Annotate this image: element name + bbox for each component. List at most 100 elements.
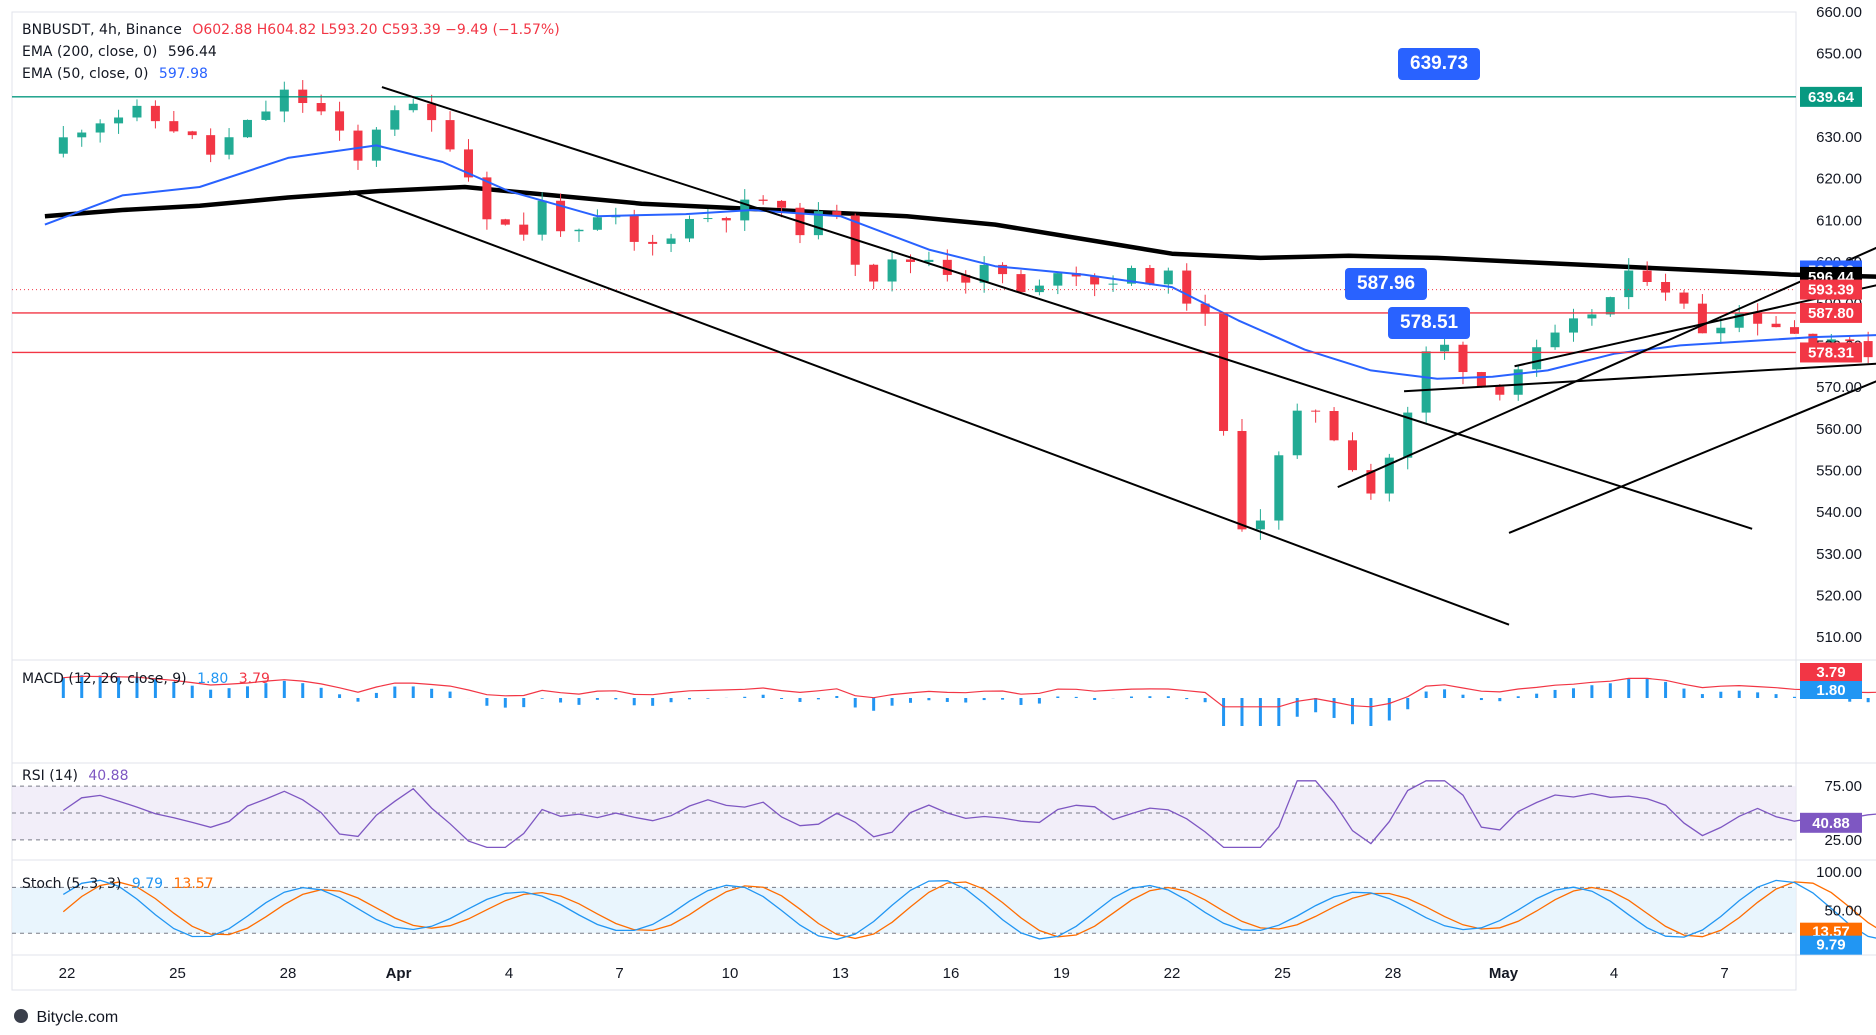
- candle-body: [666, 238, 676, 244]
- candle-body: [1550, 332, 1560, 348]
- candle-body: [58, 137, 68, 154]
- rsi-value: 40.88: [88, 768, 129, 784]
- callout-587-96[interactable]: 587.96: [1345, 268, 1428, 300]
- stoch-label: Stoch (5, 3, 3): [22, 876, 122, 892]
- levels-layer: [12, 96, 1796, 354]
- candle-body: [1053, 273, 1063, 286]
- candle-body: [592, 217, 602, 230]
- symbol-title[interactable]: BNBUSDT, 4h, Binance: [22, 22, 182, 38]
- candle-body: [1403, 412, 1413, 458]
- callout-639-73[interactable]: 639.73: [1398, 48, 1481, 80]
- candle-body: [1292, 410, 1302, 456]
- candle-body: [1495, 386, 1505, 395]
- callout-578-51[interactable]: 578.51: [1388, 307, 1471, 339]
- legend-stoch-row[interactable]: Stoch (5, 3, 3) 9.79 13.57: [22, 876, 214, 892]
- stoch-d-value: 13.57: [173, 876, 214, 892]
- ema-200-layer: [44, 184, 1876, 279]
- time-tick-label: Apr: [386, 965, 412, 982]
- candle-body: [961, 274, 971, 283]
- macd-tag-box: [1800, 681, 1862, 699]
- legend-symbol-row: BNBUSDT, 4h, Binance O602.88 H604.82 L59…: [22, 22, 560, 38]
- stoch-k-value: 9.79: [131, 876, 164, 892]
- candle-body: [979, 264, 989, 283]
- price-tick-label: 650.00: [1816, 46, 1862, 63]
- candle-body: [703, 218, 713, 220]
- trend-line-4: [1514, 284, 1876, 368]
- candle-body: [813, 211, 823, 236]
- candle-body: [1845, 339, 1855, 342]
- time-tick-label: 13: [832, 965, 849, 982]
- candle-body: [1145, 267, 1155, 285]
- stoch-tick-label: 50.00: [1824, 902, 1862, 919]
- candle-body: [684, 218, 694, 239]
- candle-body: [95, 123, 105, 133]
- candle-body: [1016, 274, 1026, 293]
- ema50-label: EMA (50, close, 0): [22, 66, 149, 82]
- candle-body: [556, 200, 566, 232]
- macd-signal-tag-label: 3.79: [1816, 664, 1845, 681]
- macd-pane: 3.791.80: [61, 663, 1876, 726]
- candle-body: [1200, 303, 1210, 314]
- candle-body: [1753, 312, 1763, 324]
- legend-rsi-row[interactable]: RSI (14) 40.88: [22, 768, 128, 784]
- candle-body: [427, 103, 437, 121]
- legend-ema50-row[interactable]: EMA (50, close, 0) 597.98: [22, 66, 208, 82]
- candle-body: [445, 120, 455, 150]
- candle-body: [869, 264, 879, 282]
- candle-body: [408, 103, 418, 111]
- time-axis: 22 25 28 Apr 4 7 10 13 16 19 22 25 28 May 4 7: [59, 965, 1729, 982]
- candle-body: [390, 110, 400, 130]
- price-tag-label: 587.80: [1808, 305, 1854, 322]
- time-tick-label: 4: [1610, 965, 1618, 982]
- time-tick-label: 19: [1053, 965, 1070, 982]
- price-tag-label: 639.64: [1808, 89, 1855, 106]
- candle-body: [648, 241, 658, 244]
- candle-body: [353, 130, 363, 161]
- price-tick-label: 540.00: [1816, 504, 1862, 521]
- stoch-k-tag-box: [1800, 935, 1862, 955]
- candle-body: [463, 149, 473, 178]
- price-tick-label: 520.00: [1816, 587, 1862, 604]
- candle-body: [758, 199, 768, 201]
- candle-body: [1255, 520, 1265, 530]
- candle-body: [1568, 318, 1578, 333]
- time-tick-label: 25: [1274, 965, 1291, 982]
- candle-body: [316, 103, 326, 112]
- candle-body: [1808, 333, 1818, 346]
- time-tick-label: 4: [505, 965, 513, 982]
- candle-body: [1237, 430, 1247, 530]
- candle-body: [1624, 270, 1634, 298]
- price-tick-label: 660.00: [1816, 4, 1862, 21]
- chart-frame: [11, 11, 1797, 991]
- rsi-tag-label: 40.88: [1812, 815, 1850, 832]
- brand-name: Bitycle.com: [36, 1009, 119, 1026]
- bitycle-brand[interactable]: Bitycle.com: [14, 1009, 118, 1027]
- price-tag-label: 578.31: [1808, 344, 1854, 361]
- candle-body: [998, 264, 1008, 275]
- ema200-label: EMA (200, close, 0): [22, 44, 158, 60]
- trend-lines-layer: [348, 86, 1876, 626]
- macd-label: MACD (12, 26, close, 9): [22, 671, 187, 687]
- trend-line-2: [348, 190, 1510, 626]
- ema200-value: 596.44: [167, 44, 217, 60]
- candle-body: [114, 117, 124, 124]
- candle-body: [1458, 344, 1468, 373]
- legend-ema200-row[interactable]: EMA (200, close, 0) 596.44: [22, 44, 217, 60]
- candle-body: [1126, 267, 1136, 284]
- candle-body: [832, 211, 842, 216]
- price-tick-label: 620.00: [1816, 171, 1862, 188]
- candle-body: [537, 200, 547, 235]
- signal-value: 3.79: [238, 671, 270, 687]
- candle-body: [150, 105, 160, 122]
- grid: [11, 11, 1876, 991]
- candle-body: [335, 111, 345, 131]
- candle-body: [132, 105, 142, 118]
- legend-macd-row[interactable]: MACD (12, 26, close, 9) 1.80 3.79: [22, 671, 270, 687]
- candle-body: [1034, 285, 1044, 293]
- candle-body: [224, 137, 234, 155]
- candle-body: [482, 177, 492, 220]
- candles-layer: [58, 80, 1873, 540]
- candle-body: [1826, 339, 1836, 346]
